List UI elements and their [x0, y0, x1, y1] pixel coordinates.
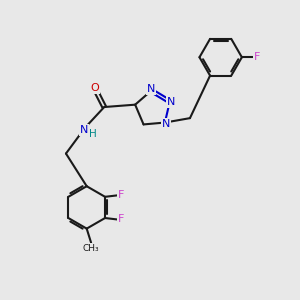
- Text: CH₃: CH₃: [83, 244, 99, 253]
- Text: N: N: [167, 97, 176, 106]
- Text: O: O: [90, 83, 99, 93]
- Text: H: H: [89, 129, 97, 139]
- Text: N: N: [162, 119, 171, 129]
- Text: F: F: [118, 214, 124, 224]
- Text: N: N: [80, 125, 88, 135]
- Text: N: N: [147, 84, 155, 94]
- Text: F: F: [118, 190, 124, 200]
- Text: F: F: [254, 52, 260, 62]
